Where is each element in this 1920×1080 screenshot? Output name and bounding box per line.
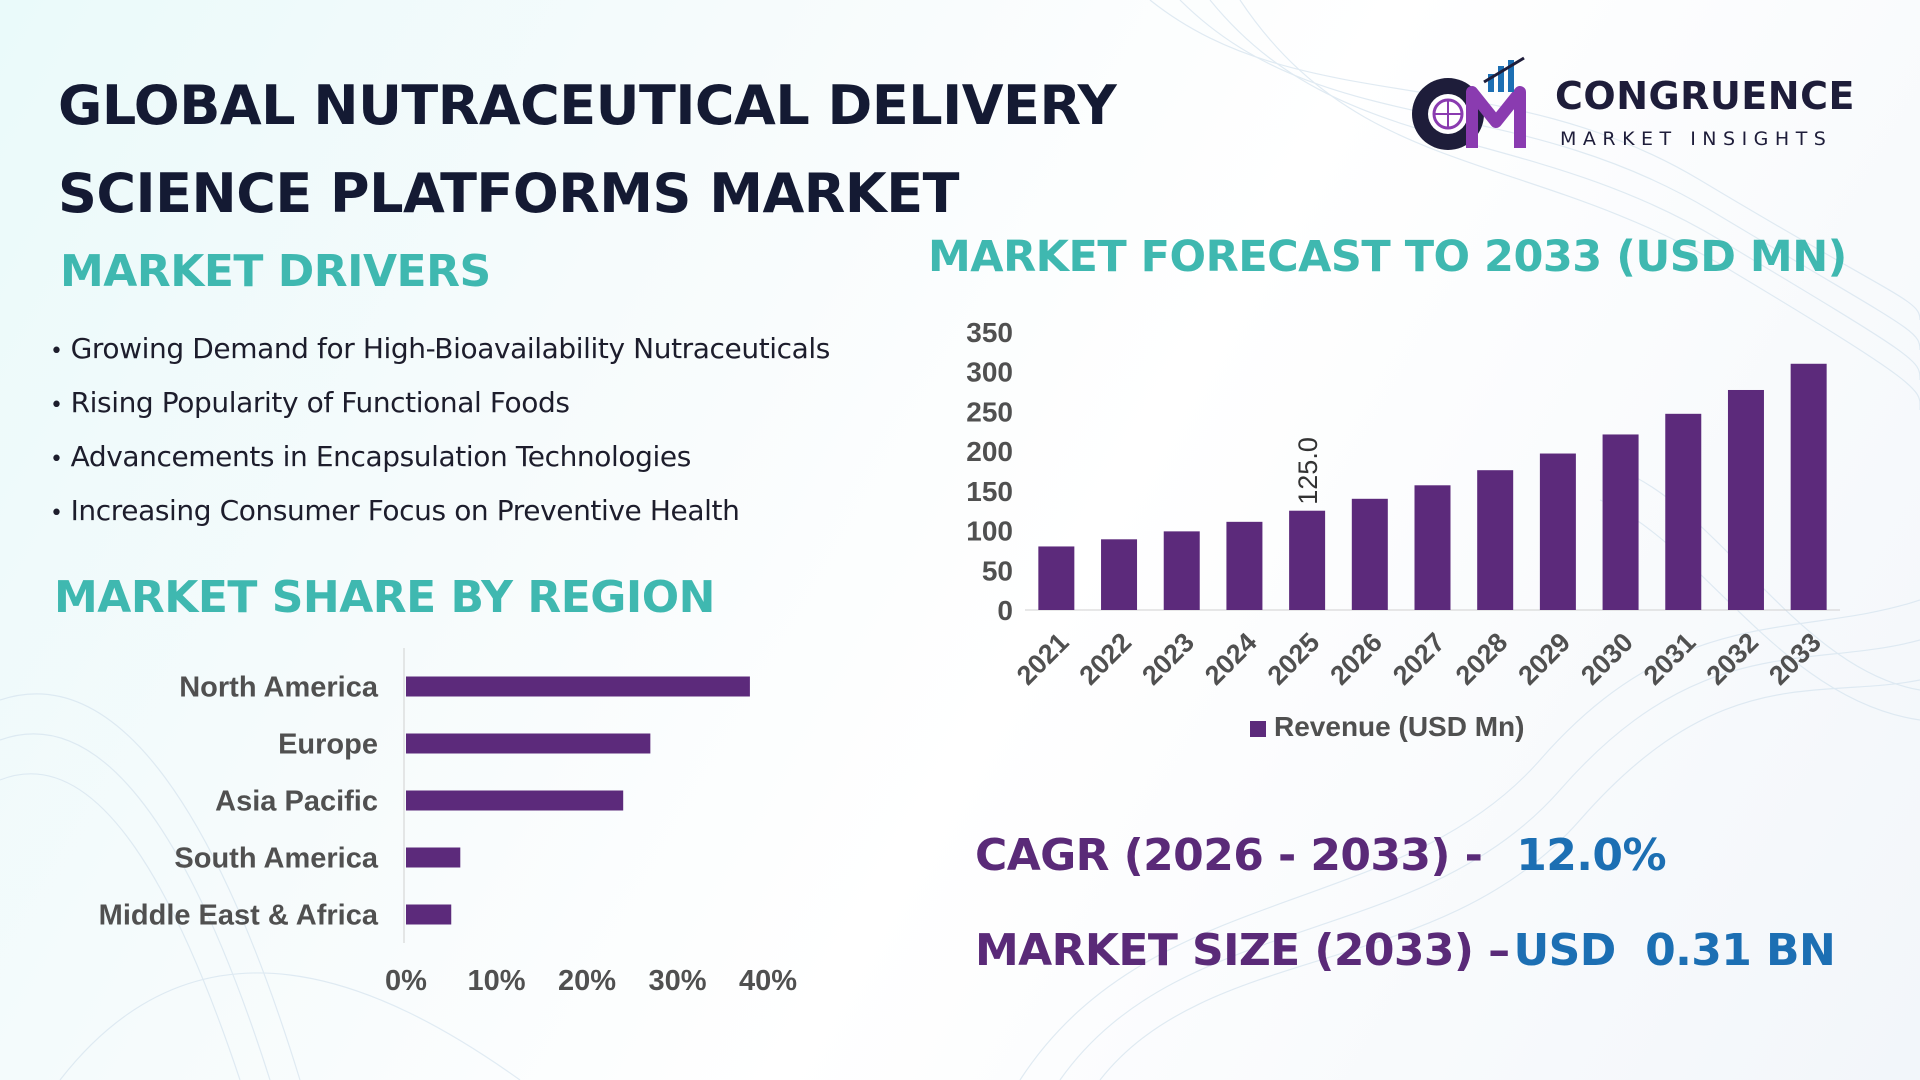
x-tick-label: 30%	[648, 965, 706, 997]
bullet-icon: •	[50, 501, 63, 526]
region-label: Asia Pacific	[215, 786, 378, 818]
x-tick-label: 2033	[1763, 627, 1827, 691]
x-tick-label: 20%	[558, 965, 616, 997]
region-share-chart: North America Europe Asia Pacific South Ame…	[99, 648, 797, 997]
x-tick-label: 2031	[1638, 627, 1702, 691]
driver-text: Advancements in Encapsulation Technologi…	[70, 440, 692, 473]
cagr-label: CAGR (2026 - 2033) -	[975, 830, 1483, 881]
x-tick-label: 2023	[1136, 627, 1200, 691]
driver-text: Rising Popularity of Functional Foods	[70, 386, 570, 419]
region-bar	[406, 676, 750, 697]
forecast-bar	[1727, 389, 1764, 610]
x-tick-label: 2029	[1512, 627, 1576, 691]
driver-text: Growing Demand for High-Bioavailability …	[70, 332, 831, 365]
forecast-bar	[1289, 510, 1326, 610]
legend-swatch	[1250, 721, 1266, 737]
driver-item: • Increasing Consumer Focus on Preventive…	[50, 484, 830, 538]
market-size-stat: MARKET SIZE (2033) –USD 0.31 BN	[975, 925, 1836, 976]
forecast-bar	[1101, 539, 1138, 610]
cagr-stat: CAGR (2026 - 2033) - 12.0%	[975, 830, 1667, 881]
x-tick-label: 2028	[1450, 627, 1514, 691]
legend-label: Revenue (USD Mn)	[1274, 711, 1524, 742]
forecast-chart: 0501001502002503003502021202220232024202…	[966, 317, 1840, 742]
market-size-value: USD 0.31 BN	[1513, 925, 1836, 976]
driver-text: Increasing Consumer Focus on Preventive …	[70, 494, 740, 527]
forecast-bar	[1602, 434, 1639, 610]
region-label: South America	[174, 843, 378, 875]
forecast-bar	[1665, 413, 1702, 610]
logo-subtitle: MARKET INSIGHTS	[1560, 128, 1833, 150]
driver-item: • Advancements in Encapsulation Technolog…	[50, 430, 830, 484]
y-tick-label: 250	[966, 396, 1013, 427]
region-bar	[406, 790, 624, 811]
y-tick-label: 350	[966, 317, 1013, 348]
y-tick-label: 200	[966, 436, 1013, 467]
region-bar	[406, 904, 452, 925]
bullet-icon: •	[50, 393, 63, 418]
y-tick-label: 50	[982, 555, 1013, 586]
region-bar	[406, 733, 651, 754]
x-tick-label: 2026	[1324, 627, 1388, 691]
forecast-bar	[1163, 531, 1200, 610]
x-tick-label: 2021	[1011, 627, 1075, 691]
y-tick-label: 0	[997, 595, 1013, 626]
market-drivers-list: • Growing Demand for High-Bioavailability…	[50, 322, 830, 538]
data-label: 125.0	[1293, 437, 1323, 505]
x-tick-label: 0%	[385, 965, 427, 997]
title-line-2: SCIENCE PLATFORMS MARKET	[58, 162, 959, 225]
cagr-value: 12.0%	[1516, 830, 1666, 881]
forecast-bar	[1539, 453, 1576, 610]
region-share-heading: MARKET SHARE BY REGION	[54, 572, 716, 623]
y-tick-label: 300	[966, 357, 1013, 388]
x-tick-label: 10%	[467, 965, 525, 997]
bullet-icon: •	[50, 339, 63, 364]
region-label: Middle East & Africa	[99, 900, 379, 932]
x-tick-label: 2030	[1575, 627, 1639, 691]
logo-mark-icon	[1412, 56, 1526, 150]
forecast-bar	[1038, 546, 1075, 610]
x-tick-label: 2025	[1262, 627, 1326, 691]
x-tick-label: 2032	[1701, 627, 1765, 691]
page-title: GLOBAL NUTRACEUTICAL DELIVERY SCIENCE PL…	[58, 62, 1117, 238]
company-logo: CONGRUENCE MARKET INSIGHTS	[1400, 52, 1870, 162]
x-tick-label: 2027	[1387, 627, 1451, 691]
forecast-bar	[1790, 363, 1827, 610]
forecast-bar	[1414, 485, 1451, 610]
forecast-bar	[1226, 521, 1263, 610]
region-label: North America	[179, 672, 379, 704]
driver-item: • Rising Popularity of Functional Foods	[50, 376, 830, 430]
x-tick-label: 40%	[739, 965, 797, 997]
bullet-icon: •	[50, 447, 63, 472]
forecast-bar	[1477, 470, 1514, 610]
driver-item: • Growing Demand for High-Bioavailability…	[50, 322, 830, 376]
forecast-heading: MARKET FORECAST TO 2033 (USD MN)	[928, 232, 1847, 282]
title-line-1: GLOBAL NUTRACEUTICAL DELIVERY	[58, 74, 1117, 137]
forecast-bar	[1351, 498, 1388, 610]
region-bar	[406, 847, 461, 868]
y-tick-label: 100	[966, 516, 1013, 547]
market-drivers-heading: MARKET DRIVERS	[60, 246, 491, 297]
market-size-label: MARKET SIZE (2033) –	[975, 925, 1510, 976]
x-tick-label: 2024	[1199, 627, 1263, 691]
x-tick-label: 2022	[1074, 627, 1138, 691]
y-tick-label: 150	[966, 476, 1013, 507]
region-label: Europe	[278, 729, 378, 761]
logo-name: CONGRUENCE	[1555, 74, 1855, 118]
